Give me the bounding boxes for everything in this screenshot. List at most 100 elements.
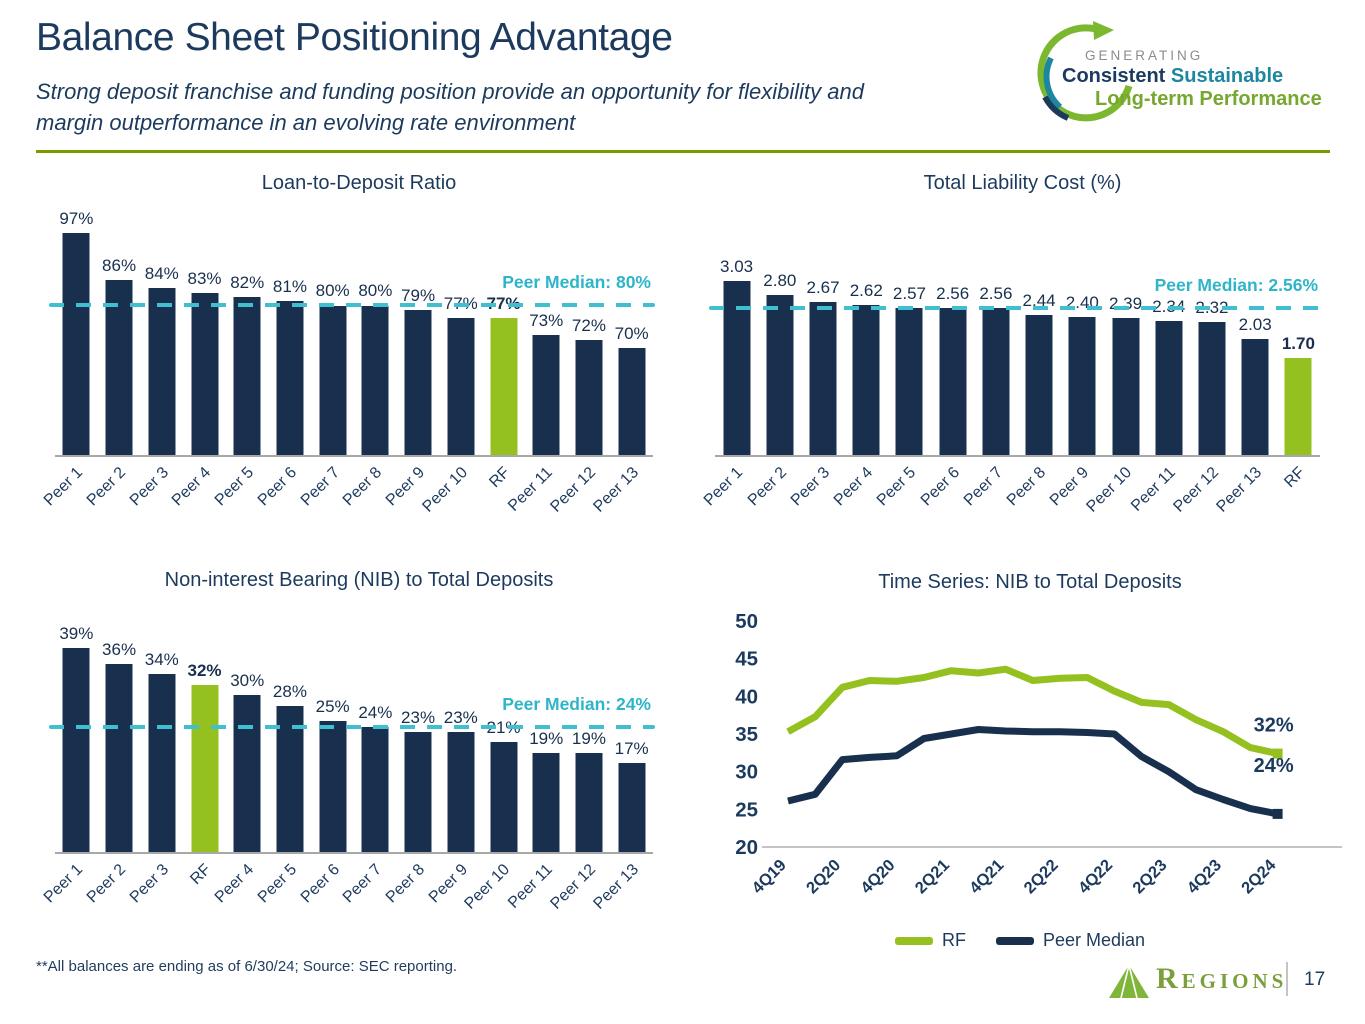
bar-value-label: 1.70 bbox=[1281, 333, 1315, 353]
y-tick-label: 45 bbox=[735, 648, 758, 671]
series-end-marker bbox=[1272, 808, 1283, 819]
peer-bar bbox=[1155, 320, 1183, 455]
x-tick-label: Peer 5 bbox=[874, 464, 920, 510]
peer-bar bbox=[191, 292, 218, 455]
bar-value-label: 97% bbox=[59, 208, 94, 228]
x-tick-label: Peer 6 bbox=[917, 464, 963, 510]
peer-bar bbox=[939, 308, 967, 455]
bar-value-label: 36% bbox=[102, 640, 137, 659]
bar-value-label: 3.03 bbox=[720, 257, 754, 277]
peer-bar bbox=[575, 752, 603, 852]
legend-item-peer-median: Peer Median bbox=[995, 930, 1146, 951]
peer-bar bbox=[276, 705, 304, 852]
source-footnote: **All balances are ending as of 6/30/24;… bbox=[36, 958, 458, 975]
peer-bar bbox=[447, 731, 475, 852]
peer-bar bbox=[105, 664, 133, 852]
time-series-svg: 20 25 30 35 40 45 50 4Q19 2Q20 4Q20 2Q21 4Q21 2Q22 4Q… bbox=[735, 610, 1342, 898]
peer-bar bbox=[1025, 315, 1053, 455]
bar-value-label: 80% bbox=[358, 281, 393, 301]
bar-value-label: 2.62 bbox=[849, 280, 883, 300]
chart-legend: RF Peer Median bbox=[700, 930, 1340, 951]
peer-bar bbox=[319, 721, 347, 852]
peer-bar bbox=[490, 742, 517, 852]
x-tick-label: Peer 7 bbox=[297, 464, 343, 510]
peer-bar bbox=[895, 307, 923, 455]
series-end-marker bbox=[1272, 748, 1283, 759]
x-tick-label: Peer 8 bbox=[1003, 464, 1050, 510]
series-end-label: 32% bbox=[1254, 715, 1294, 737]
page-subtitle: Strong deposit franchise and funding pos… bbox=[36, 79, 864, 136]
x-tick-label: Peer 4 bbox=[830, 464, 877, 510]
peer-bar bbox=[62, 648, 90, 852]
peer-bar bbox=[723, 281, 751, 455]
peer-median-line-swatch-icon bbox=[995, 936, 1034, 945]
chart-total-liability-cost: Total Liability Cost (%) 3.03 Peer 1 2.80 P… bbox=[695, 163, 1350, 558]
peer-median-label: Peer Median: 24% bbox=[502, 693, 651, 714]
x-tick-label: Peer 10 bbox=[461, 861, 514, 913]
bar-value-label: 19% bbox=[571, 728, 606, 748]
x-tick-label: Peer 1 bbox=[701, 464, 747, 510]
chart-loan-to-deposit-ratio: Loan-to-Deposit Ratio 97% Peer 1 86% Peer 2… bbox=[35, 163, 683, 558]
peer-bar bbox=[233, 695, 261, 852]
y-tick-label: 50 bbox=[735, 610, 758, 633]
peer-bar bbox=[1112, 318, 1140, 455]
bar-value-label: 70% bbox=[614, 324, 649, 344]
y-tick-label: 35 bbox=[735, 723, 758, 746]
x-tick-label: Peer 4 bbox=[211, 861, 258, 907]
bar-plot: 3.03 Peer 1 2.80 Peer 2 2.67 Peer 3 2.62 Peer 4… bbox=[701, 220, 1322, 516]
x-tick-label: Peer 12 bbox=[547, 464, 599, 516]
legend-label: Peer Median bbox=[1042, 930, 1146, 950]
x-tick-label: Peer 1 bbox=[41, 464, 87, 510]
bar-value-label: 2.80 bbox=[763, 270, 797, 290]
x-tick-label: 4Q21 bbox=[966, 856, 1007, 897]
peer-bar bbox=[276, 301, 304, 455]
x-tick-label: 4Q20 bbox=[857, 856, 898, 897]
series-line-1 bbox=[787, 726, 1279, 818]
bar-plot: 39% Peer 1 36% Peer 2 34% Peer 3 32% RF 30% Peer … bbox=[41, 617, 655, 913]
chart-time-series-nib: Time Series: NIB to Total Deposits 20 25 3… bbox=[700, 562, 1360, 962]
peer-bar bbox=[982, 308, 1010, 455]
page-number: 17 bbox=[1304, 969, 1326, 990]
bar-value-label: 72% bbox=[571, 315, 606, 335]
peer-bar bbox=[447, 318, 475, 455]
bar-value-label: 30% bbox=[230, 671, 265, 691]
peer-bar bbox=[148, 674, 176, 852]
y-tick-label: 20 bbox=[735, 836, 758, 859]
rf-bar bbox=[191, 684, 218, 852]
rf-bar bbox=[490, 318, 517, 455]
x-tick-label: Peer 4 bbox=[169, 464, 215, 510]
bar-value-label: 73% bbox=[529, 311, 564, 331]
bar-value-label: 2.39 bbox=[1108, 294, 1143, 314]
x-tick-label: Peer 3 bbox=[126, 464, 172, 510]
x-tick-label: Peer 11 bbox=[1127, 464, 1179, 515]
x-tick-label: 4Q19 bbox=[749, 856, 790, 897]
bar-value-label: 2.67 bbox=[806, 277, 840, 297]
x-tick-label: 2Q20 bbox=[803, 856, 844, 897]
x-tick-label: Peer 12 bbox=[547, 861, 599, 913]
x-tick-label: Peer 6 bbox=[297, 861, 343, 907]
peer-bar bbox=[852, 304, 880, 455]
bar-value-label: 25% bbox=[315, 697, 350, 717]
x-tick-label: 2Q24 bbox=[1238, 856, 1280, 898]
bar-value-label: 81% bbox=[272, 277, 307, 297]
x-tick-label: Peer 2 bbox=[83, 464, 130, 510]
x-tick-label: Peer 12 bbox=[1170, 464, 1222, 516]
x-tick-label: Peer 3 bbox=[787, 464, 834, 510]
x-tick-label: Peer 10 bbox=[419, 464, 471, 516]
bar-value-label: 24% bbox=[358, 702, 393, 722]
y-tick-label: 25 bbox=[735, 798, 758, 821]
bar-value-label: 83% bbox=[187, 268, 222, 288]
peer-bar bbox=[361, 305, 389, 455]
logo-longterm-text: Long-term Performance bbox=[1095, 88, 1322, 110]
x-tick-label: Peer 13 bbox=[1213, 464, 1266, 516]
x-tick-label: Peer 13 bbox=[590, 861, 642, 913]
x-tick-label: Peer 10 bbox=[1083, 464, 1136, 516]
y-tick-label: 30 bbox=[735, 761, 758, 784]
peer-bar bbox=[618, 348, 646, 455]
x-tick-label: RF bbox=[187, 861, 215, 889]
x-tick-label: Peer 13 bbox=[590, 464, 642, 516]
circular-arrows-icon bbox=[1037, 21, 1133, 122]
bar-value-label: 23% bbox=[443, 707, 478, 727]
peer-bar bbox=[1241, 338, 1269, 455]
peer-bar bbox=[404, 731, 432, 852]
